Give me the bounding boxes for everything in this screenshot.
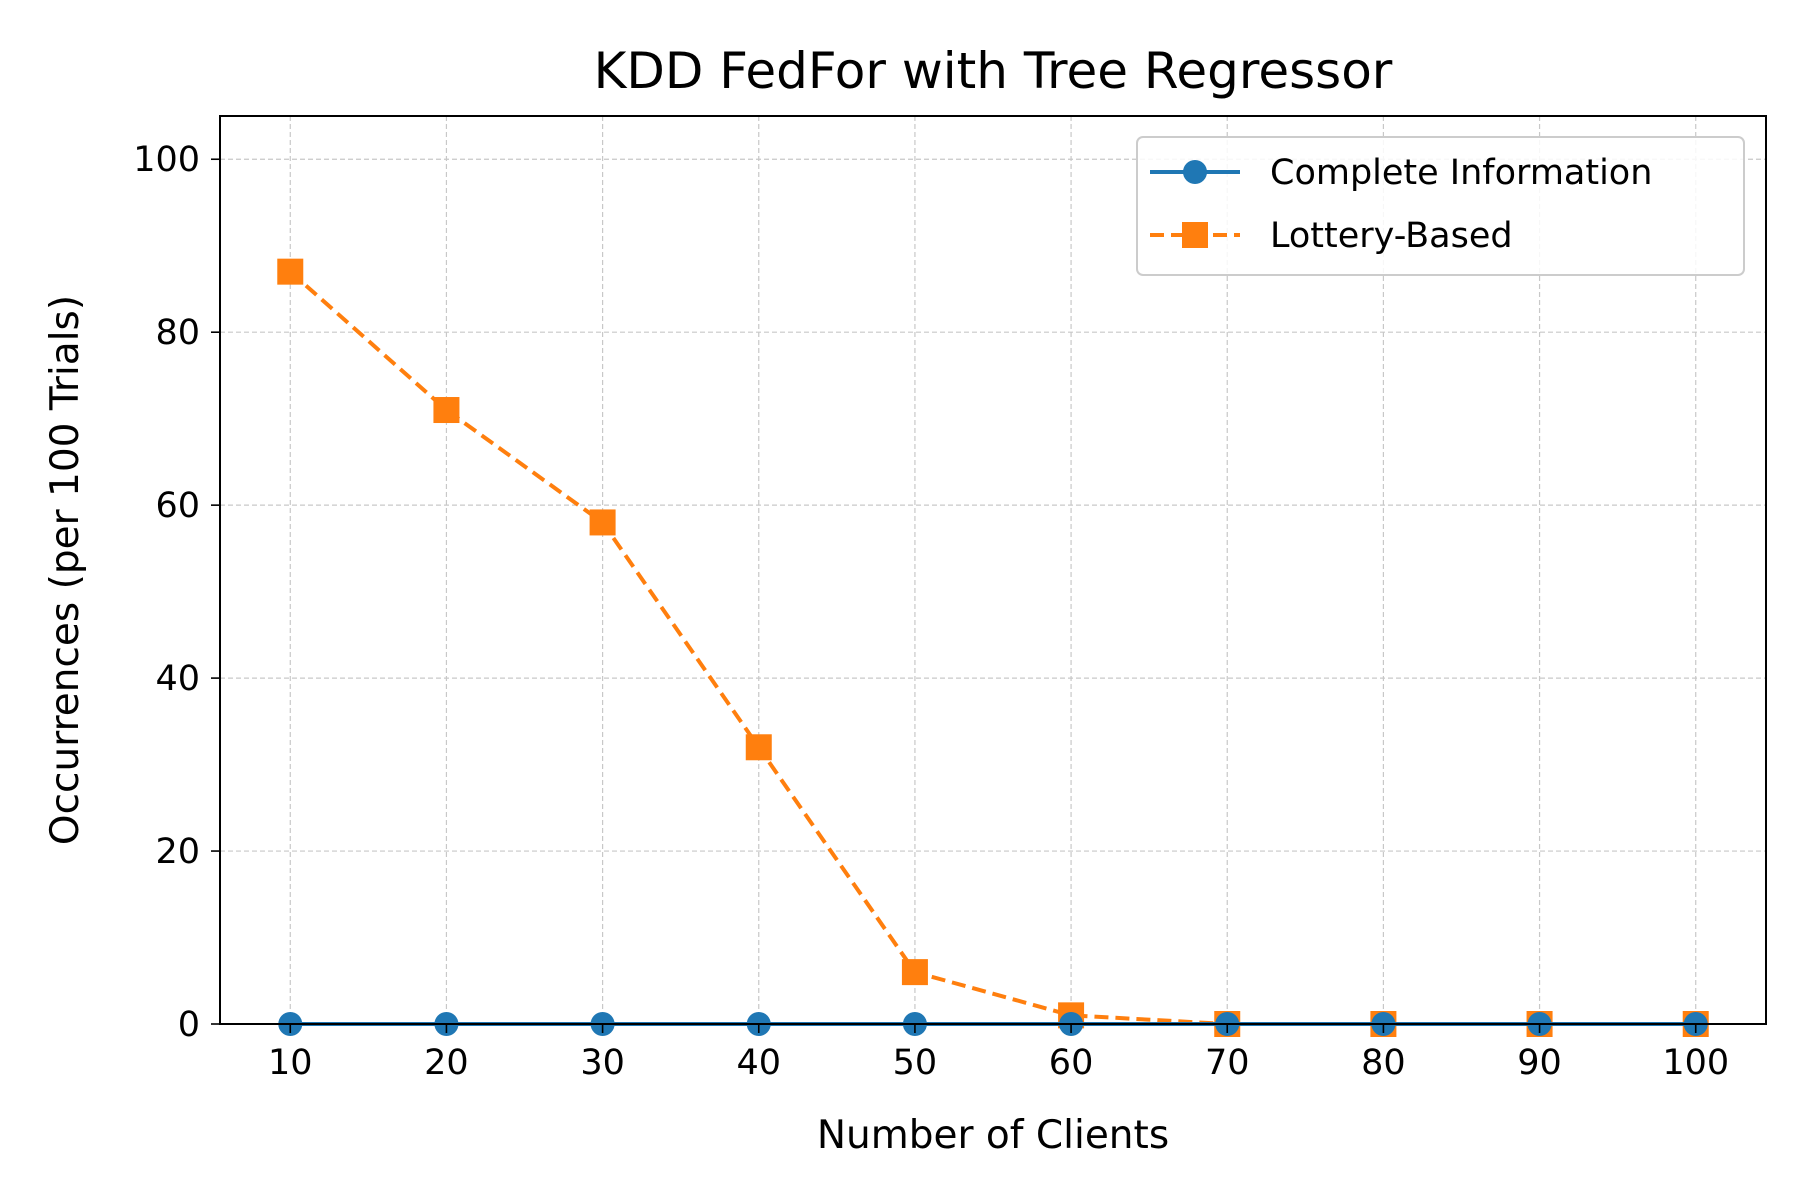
plot-frame bbox=[219, 115, 1767, 1025]
x-axis-label: Number of Clients bbox=[817, 1113, 1169, 1158]
data-point-lottery-based bbox=[433, 397, 460, 424]
legend-label-complete-information: Complete Information bbox=[1270, 153, 1652, 193]
data-point-lottery-based bbox=[745, 734, 772, 761]
data-point-lottery-based bbox=[277, 258, 304, 285]
legend-entry-lottery-based: Lottery-Based bbox=[1150, 216, 1513, 256]
y-axis-label: Occurrences (per 100 Trials) bbox=[43, 295, 88, 845]
x-tick-label: 20 bbox=[424, 1043, 469, 1083]
legend-box bbox=[1136, 136, 1745, 276]
x-tick-label: 10 bbox=[268, 1043, 313, 1083]
y-axis-ticks: 0 20 40 60 80 100 bbox=[133, 140, 220, 1045]
data-point-lottery-based bbox=[901, 959, 928, 986]
x-tick-label: 30 bbox=[580, 1043, 625, 1083]
y-tick-label: 100 bbox=[133, 140, 200, 180]
x-tick-label: 80 bbox=[1361, 1043, 1406, 1083]
grid-lines bbox=[220, 116, 1766, 1025]
y-tick-label: 80 bbox=[155, 313, 200, 353]
x-tick-label: 50 bbox=[893, 1043, 938, 1083]
chart-title: KDD FedFor with Tree Regressor bbox=[594, 42, 1393, 100]
y-tick-label: 40 bbox=[155, 659, 200, 699]
y-tick-label: 20 bbox=[155, 832, 200, 872]
legend-label-lottery-based: Lottery-Based bbox=[1270, 216, 1513, 256]
x-tick-label: 90 bbox=[1517, 1043, 1562, 1083]
legend: Complete Information Lottery-Based bbox=[1136, 136, 1745, 276]
x-tick-label: 60 bbox=[1049, 1043, 1094, 1083]
x-tick-label: 40 bbox=[736, 1043, 781, 1083]
y-tick-label: 0 bbox=[178, 1005, 200, 1045]
legend-entries: Complete Information Lottery-Based bbox=[1150, 153, 1652, 256]
legend-entry-complete-information: Complete Information bbox=[1150, 153, 1652, 193]
y-tick-label: 60 bbox=[155, 486, 200, 526]
x-axis-ticks: 10 20 30 40 50 60 70 80 90 100 bbox=[268, 1024, 1729, 1083]
data-point-lottery-based bbox=[589, 509, 616, 536]
legend-marker-lottery-based bbox=[1182, 222, 1208, 248]
x-tick-label: 70 bbox=[1205, 1043, 1250, 1083]
x-tick-label: 100 bbox=[1662, 1043, 1729, 1083]
legend-marker-complete-information bbox=[1183, 160, 1207, 184]
